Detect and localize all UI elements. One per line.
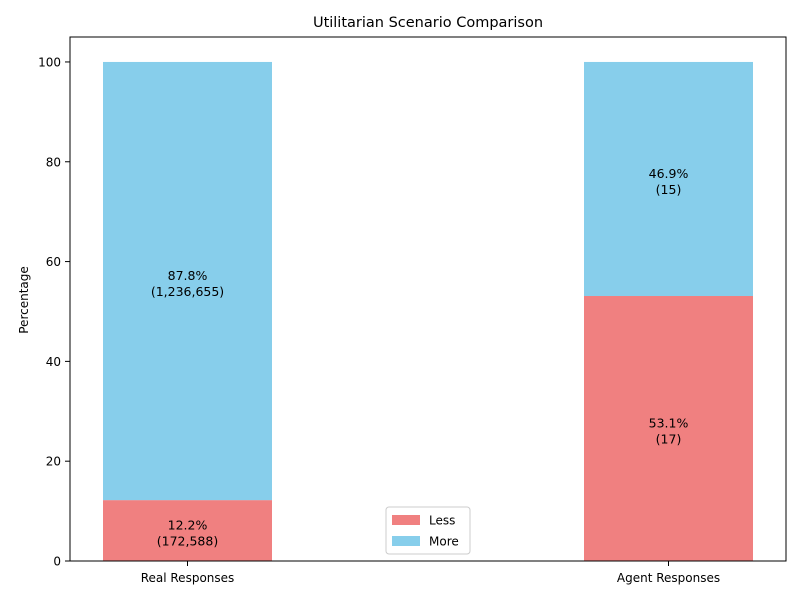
y-tick-label: 80: [46, 155, 61, 169]
legend-label-more: More: [429, 535, 459, 549]
x-tick-label: Real Responses: [141, 571, 235, 585]
bar-label-less-0: 12.2% (172,588): [157, 518, 218, 549]
y-tick-label: 20: [46, 455, 61, 469]
legend-swatch-more: [392, 536, 420, 546]
y-axis: 0 20 40 60 80 100: [38, 55, 70, 569]
bars-layer: [103, 61, 753, 561]
legend: Less More: [385, 506, 471, 555]
y-axis-label: Percentage: [17, 266, 31, 334]
bar-label-more-1: 46.9% (15): [649, 166, 689, 197]
y-tick-label: 40: [46, 355, 61, 369]
y-tick-label: 100: [38, 55, 61, 69]
x-axis: Real Responses Agent Responses: [141, 561, 720, 585]
bar-label-more-0: 87.8% (1,236,655): [151, 268, 224, 299]
bar-more-0: [103, 61, 272, 501]
legend-label-less: Less: [429, 514, 455, 528]
bar-less-0: [103, 500, 272, 561]
bar-labels-layer: 12.2% (172,588) 87.8% (1,236,655) 53.1% (17) 4…: [151, 166, 689, 549]
chart-title: Utilitarian Scenario Comparison: [313, 15, 543, 31]
y-tick-label: 0: [53, 555, 61, 569]
legend-swatch-less: [392, 515, 420, 525]
plot-frame: [69, 36, 787, 562]
x-tick-label: Agent Responses: [617, 571, 720, 585]
bar-more-1: [584, 61, 753, 297]
bar-less-1: [584, 296, 753, 561]
y-tick-label: 60: [46, 255, 61, 269]
bar-label-less-1: 53.1% (17): [649, 416, 689, 447]
